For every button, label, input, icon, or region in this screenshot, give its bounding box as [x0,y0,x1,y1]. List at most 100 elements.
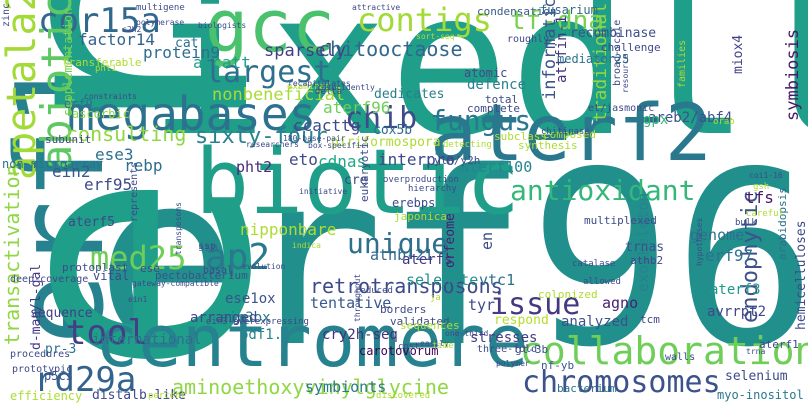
cloud-word: erebps [392,196,436,210]
cloud-word: multigene [136,3,185,13]
cloud-word: hemicelluloses [794,220,808,330]
cloud-word: cost [398,342,420,352]
cloud-word: defence [467,77,527,93]
cloud-word: p5cs [44,369,73,383]
cloud-word: dedicates [374,87,445,102]
cloud-word: initiative [299,187,348,196]
cloud-word: tentative [310,294,392,312]
cloud-word: trna [746,347,766,356]
cloud-word: carotovorum [359,344,439,358]
cloud-word: gateway-compatible [132,279,219,288]
cloud-word: vital [93,269,130,283]
cloud-word: areb2/abf4 [648,110,733,126]
cloud-word: coincidently [317,83,375,92]
cloud-word: rd29a [34,360,137,400]
cloud-word: aterf1 [759,338,799,351]
cloud-word: japonica [394,210,447,223]
cloud-word: gpx [643,112,669,128]
cloud-word: gt-3b [515,343,549,356]
cloud-word: ylh/y2h [434,154,481,167]
cloud-word: athb2 [630,254,664,267]
cloud-word: pdf1.2 [240,327,291,343]
cloud-word: pht2 [236,158,273,176]
cloud-word: box-specific [308,141,366,150]
cloud-word: 180-base-pair [283,134,346,143]
cloud-word: gsh [753,182,770,192]
cloud-word: aterf3 [710,282,761,298]
cloud-word: c2h2 [122,25,142,34]
cloud-word: chitooctaose [318,37,463,61]
cloud-word: retrotransposons [310,274,503,298]
cloud-word: tfs [745,188,774,207]
cloud-word: ccacttg [293,116,361,135]
cloud-word: allowed [583,277,621,287]
cloud-word: myo-inositol [717,388,804,402]
cloud-word: et/jasmonic [588,103,655,114]
cloud-word: researchers [246,140,299,149]
cloud-word: pr-3 [45,342,77,357]
cloud-word: analyzed [561,314,629,330]
cloud-word: tf-dna [510,6,604,36]
cloud-word: megabases [67,87,317,141]
cloud-word: genome [690,226,745,244]
cloud-word: polymerase [136,18,185,27]
cloud-word: tyr [468,296,496,314]
cloud-word: respond [494,313,549,328]
cloud-word: cat [175,36,199,51]
cloud-word: chromosomes [522,365,721,400]
cloud-word: aminoethoxyvinylglycine [172,375,449,399]
cloud-word: attfin-1 [554,15,570,83]
cloud-word: arabidopsis [776,187,789,260]
cloud-word: sequence [30,306,93,321]
cloud-word: non-microarray [2,157,104,171]
cloud-word: erf9 [64,97,93,111]
cloud-word: selenium [725,369,788,384]
cloud-word: ese [140,262,160,275]
cloud-word: three-fold [477,344,538,355]
cloud-word: resource [621,54,630,93]
cloud-word: walls [665,352,696,363]
cloud-word: efficiency [10,389,83,403]
cloud-word: pectobacterium [155,269,248,282]
cloud-word: arranged [190,310,258,326]
cloud-word: examined [287,82,331,92]
cloud-word: ssp [198,241,217,252]
cloud-word: procedures [10,349,71,360]
cloud-word: factor14 [78,30,156,49]
cloud-word: en [478,231,496,250]
cloud-word: ja [430,293,441,303]
cloud-word: gcc [205,0,336,68]
cloud-word: detecting [443,140,492,150]
cloud-word: cre [344,173,368,188]
cloud-word: ein1 [128,295,148,304]
cloud-word: chitinase [541,127,590,137]
cloud-word: tool [66,313,148,353]
cloud-word: easily [420,339,449,348]
cloud-word: sixty-four [195,124,328,149]
cloud-word: collaboration [520,329,808,373]
cloud-word: ein3ox [220,310,271,326]
cloud-word: chib [345,101,418,136]
cloud-word: recombinase [570,26,657,41]
cloud-word: antioxidant [510,174,696,207]
cloud-word: consulting [66,122,187,146]
cloud-word: basal [203,265,234,276]
cloud-word: erf96 [95,120,808,400]
cloud-word: rebp [124,156,163,175]
cloud-word: attractive [352,3,401,12]
cloud-word: polymer [496,359,530,368]
cloud-word: careful [746,209,784,219]
cloud-word: erf95 [84,175,133,194]
cloud-word: cox5b [373,123,413,138]
cloud-word: mediator25 [557,52,630,66]
cloud-word: med25 [90,239,187,277]
cloud-word: bulk [735,218,757,228]
cloud-word: subunit [45,133,92,146]
cloud-word: fusarium [540,3,598,17]
cloud-word: nf-yb [541,359,575,372]
cloud-word: eukaryotic [358,135,371,202]
cloud-word: stresses [470,330,538,346]
cloud-word: time [432,341,454,351]
cloud-word: ein3-overexpressing [206,317,309,327]
cloud-word: tcm [640,313,660,326]
